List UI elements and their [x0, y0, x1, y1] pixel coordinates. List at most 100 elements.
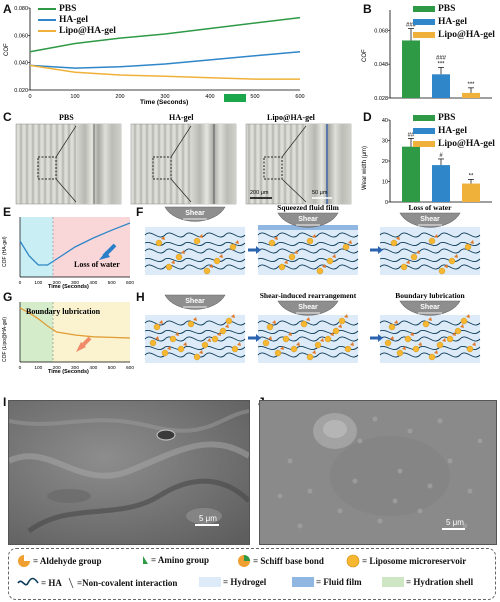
- sem-j-particle: [337, 508, 343, 514]
- sem-j-particle: [397, 468, 403, 474]
- panel-h-2-liposome: [332, 327, 340, 335]
- panel-h-3-aldehyde: [460, 324, 464, 328]
- panel-h-3-shear-cap: [399, 300, 461, 316]
- panel-h-1-shear-cap: [164, 294, 226, 310]
- panel-f-3-ha-chain: [379, 248, 481, 254]
- panel-label-c: C: [3, 110, 12, 124]
- panel-h-1-liposome: [231, 345, 239, 353]
- key-amino: = Amino group: [137, 554, 209, 566]
- chart-b-sig: ***: [437, 62, 445, 68]
- legend-d-lipo: Lipo@HA-gel: [413, 139, 495, 149]
- panel-h-1-aldehyde: [231, 314, 235, 318]
- panel-h-1-shear-label: Shear: [185, 298, 205, 305]
- panel-f-2-ha-chain: [257, 241, 359, 246]
- chart-a-marker-bar: [224, 94, 246, 102]
- panel-f-2-liposome: [342, 243, 350, 251]
- panel-h-1-liposome: [153, 323, 161, 331]
- chart-a-ytick: 0.080: [14, 6, 28, 12]
- chart-d-ylabel: Wear width (μm): [362, 146, 368, 190]
- panel-h-2-liposome: [324, 335, 332, 343]
- sem-j-particle: [297, 523, 303, 529]
- chart-a-xtick: 0: [28, 94, 31, 100]
- panel-h-1-aldehyde: [207, 338, 211, 342]
- panel-h-2-liposome: [290, 345, 298, 353]
- panel-f-3-liposome: [464, 243, 472, 251]
- panel-h-3-ha-chain: [379, 345, 481, 350]
- chart-b-bar-0: [402, 40, 420, 98]
- panel-f-1-liposome: [165, 263, 173, 271]
- panel-f-3-liposome: [400, 263, 408, 271]
- panel-h-1-aldehyde: [183, 342, 187, 346]
- chart-e: 0 100 200 300 400 500 600 COF (HA-gel) Time (S…: [2, 217, 134, 290]
- panel-h-2-sublabel: Shear-induced rearrangement: [260, 291, 357, 300]
- key-aldehyde: = Aldehyde group: [17, 554, 101, 568]
- chart-a-xtick: 300: [160, 94, 169, 100]
- chart-a-xtick: 400: [205, 94, 214, 100]
- panel-h-1-liposome: [219, 327, 227, 335]
- chart-a-xlabel: Time (Seconds): [140, 99, 188, 106]
- panel-h-3-liposome: [428, 353, 436, 361]
- panel-h-1-aldehyde: [237, 342, 241, 346]
- chart-a-ytick: 0.020: [14, 88, 28, 94]
- panel-f-2-shear-cap: [277, 212, 339, 228]
- chart-b-sig: ***: [467, 82, 475, 88]
- panel-h-1-ha-chain: [144, 336, 246, 342]
- panel-f-2-sublabel: Squeezed fluid film: [277, 205, 339, 212]
- panel-f-2-ha-chain: [257, 248, 359, 254]
- panel-f-3-ha-chain: [379, 232, 481, 238]
- panel-h-2-aldehyde: [296, 342, 300, 346]
- chart-e-xlabel: Time (Seconds): [48, 284, 89, 290]
- sem-j-particle: [372, 416, 378, 422]
- chart-a-xtick: 500: [250, 94, 259, 100]
- key-hydrogel: = Hydrogel: [199, 577, 266, 587]
- chart-g-ylabel: COF (Lipo@HA-gel): [2, 317, 8, 362]
- panel-f-3-aldehyde: [406, 260, 410, 264]
- panel-f-1-liposome: [193, 237, 201, 245]
- chart-d-sig: **: [469, 173, 474, 179]
- chart-g-bg-left: [20, 302, 53, 362]
- panel-h-3-liposome: [446, 335, 454, 343]
- sem-j-particle: [447, 458, 453, 464]
- panel-f-3-liposome: [448, 257, 456, 265]
- chart-e-bg-left: [20, 217, 53, 277]
- panel-h-3-sublabel: Boundary lubrication: [395, 291, 465, 300]
- panel-h-2-aldehyde: [306, 317, 310, 321]
- panel-f-3-liposome: [390, 239, 398, 247]
- panel-f-2-aldehyde: [312, 234, 316, 238]
- chart-g-xtick: 400: [89, 365, 97, 371]
- panel-h-3-liposome: [466, 345, 474, 353]
- chart-g-arrowhead: [76, 342, 86, 352]
- panel-f-1-aldehyde: [181, 250, 185, 254]
- panel-h-1-aldehyde: [159, 320, 163, 324]
- panel-h-2-liposome: [282, 335, 290, 343]
- panel-h-3-aldehyde: [410, 332, 414, 336]
- sem-j-particle: [407, 428, 413, 434]
- panel-f-3-ha-chain: [379, 264, 481, 270]
- panel-f-2-liposome: [306, 237, 314, 245]
- panel-f-3-ha-chain: [379, 257, 481, 262]
- panel-f-2-aldehyde: [284, 260, 288, 264]
- chart-g-xtick: 100: [34, 365, 42, 371]
- panel-f-3-liposome: [428, 237, 436, 245]
- panel-f-1-liposome: [155, 239, 163, 247]
- sem-j-particle: [317, 438, 323, 444]
- chart-d-bar-0: [402, 146, 420, 202]
- panel-h-1-liposome: [149, 339, 157, 347]
- schematic-fh: Shear Shear Squeezed fluid film Shear Loss o…: [144, 205, 481, 363]
- panel-f-2-shear-label: Shear: [298, 216, 318, 223]
- panel-f-2-liposome: [326, 257, 334, 265]
- legend-a-pbs: PBS: [38, 4, 76, 14]
- legend-a-lipo: Lipo@HA-gel: [38, 26, 116, 36]
- sem-j-particle: [377, 518, 383, 524]
- legend-b-lipo: Lipo@HA-gel: [413, 30, 495, 40]
- sem-j-particle: [357, 438, 363, 444]
- chart-e-xtick: 200: [53, 280, 61, 286]
- symbol-key: = Aldehyde group = Amino group = Schiff …: [8, 548, 496, 600]
- chart-e-xtick: 300: [71, 280, 79, 286]
- panel-h-3-aldehyde: [390, 336, 394, 340]
- panel-h-1-liposome: [177, 345, 185, 353]
- key-fluid-film: = Fluid film: [292, 577, 362, 587]
- panel-f-3-liposome: [410, 253, 418, 261]
- scale-bar-200: 200 μm: [250, 190, 269, 196]
